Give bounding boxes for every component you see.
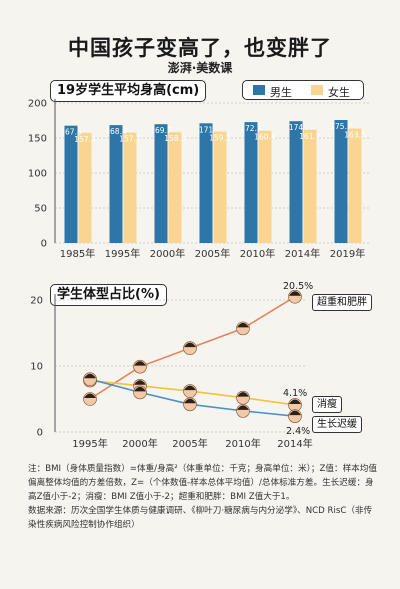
y-tick-label: 150 <box>28 134 47 145</box>
page-title: 中国孩子变高了，也变胖了 <box>68 36 332 60</box>
legend-label-male: 男生 <box>270 86 292 99</box>
bar-female <box>258 130 272 243</box>
y-tick-label: 0 <box>37 428 43 439</box>
x-tick-label: 2014年 <box>285 247 320 260</box>
notes-definition: 注：BMI（身体质量指数）=体重/身高²（体重单位：千克；身高单位：米）；Z值：… <box>28 464 377 502</box>
thin-point-hair <box>289 399 301 404</box>
bodytype-line-chart: 0 10 20 1995年 2000年 2005年 2010年 2014年 <box>30 289 313 450</box>
stunted-point-hair <box>84 373 96 379</box>
x-tick-label: 1985年 <box>60 247 95 260</box>
obese-point-hair <box>237 322 249 328</box>
bar-female-value: 161.7 <box>299 132 321 141</box>
x-tick-label: 2005年 <box>172 437 207 450</box>
x-tick-label: 2005年 <box>195 247 230 260</box>
stunted-point-hair <box>237 405 249 410</box>
x-tick-label: 2010年 <box>240 247 275 260</box>
bar-female-value: 159.1 <box>209 134 231 143</box>
bar-female <box>348 128 362 243</box>
bar-female <box>78 132 92 243</box>
stunted-point-hair <box>289 410 301 416</box>
bar-male-value: 175.7 <box>330 122 352 131</box>
bar-male <box>154 124 168 243</box>
thin-point-hair <box>134 380 146 385</box>
x-tick-label: 2014年 <box>277 437 312 450</box>
obese-series-label: 超重和肥胖 <box>312 294 372 311</box>
obese-point-hair <box>289 291 301 296</box>
bar-male-value: 167.6 <box>60 128 82 137</box>
obese-end-value: 20.5% <box>283 281 314 292</box>
stunted-point-hair <box>184 398 196 404</box>
x-tick-label: 2019年 <box>330 247 365 260</box>
x-tick-label: 2000年 <box>122 437 157 450</box>
bar-female-value: 160.4 <box>254 133 276 142</box>
y-tick-label: 100 <box>28 169 47 180</box>
thin-series-label: 消瘦 <box>312 396 342 413</box>
bar-male <box>64 125 78 243</box>
bar-male <box>244 122 258 243</box>
bar-male-value: 169.7 <box>150 126 172 135</box>
stunted-line <box>89 378 296 417</box>
x-tick-label: 1995年 <box>72 437 107 450</box>
obese-point-hair <box>84 393 96 398</box>
thin-point-hair <box>184 385 196 391</box>
bar-male <box>109 125 123 243</box>
bar-female-value: 157.7 <box>119 135 141 144</box>
notes: 注：BMI（身体质量指数）=体重/身高²（体重单位：千克；身高单位：米）；Z值：… <box>28 462 380 532</box>
x-tick-label: 2000年 <box>150 247 185 260</box>
bar-male-value: 172.7 <box>240 124 262 133</box>
bar-female-value: 163.5 <box>344 131 366 140</box>
bar-female-value: 157.4 <box>74 135 96 144</box>
notes-source: 数据来源：历次全国学生体质与健康调研、《柳叶刀·糖尿病与内分泌学》、NCD Ri… <box>28 506 373 530</box>
stunted-end-value: 2.4% <box>286 426 311 437</box>
legend-swatch-female <box>311 85 323 95</box>
y-tick-label: 50 <box>34 204 47 215</box>
bar-female <box>213 131 227 243</box>
x-tick-label: 2010年 <box>225 437 260 450</box>
obese-point-hair <box>184 342 196 348</box>
bar-male <box>334 120 348 243</box>
y-tick-label: 20 <box>30 296 43 307</box>
legend-label-female: 女生 <box>328 86 350 99</box>
bar-female <box>168 132 182 243</box>
bar-male <box>289 121 303 243</box>
brand-logo: 澎湃·美数课 <box>167 61 233 75</box>
y-tick-label: 200 <box>28 99 47 110</box>
height-chart-legend: 男生 女生 <box>242 80 364 100</box>
bodytype-chart-title: 学生体型占比(%) <box>50 284 167 306</box>
x-tick-label: 1995年 <box>105 247 140 260</box>
bar-male-value: 171 <box>199 125 214 134</box>
thin-point-hair <box>237 392 249 397</box>
bar-female-value: 158.3 <box>164 134 186 143</box>
thin-end-value: 4.1% <box>283 388 308 399</box>
bar-female <box>303 129 317 243</box>
bar-female <box>123 132 137 243</box>
stunted-point-hair <box>134 386 146 392</box>
y-tick-label: 0 <box>41 239 47 250</box>
y-tick-label: 10 <box>30 362 43 373</box>
stunted-series-label: 生长迟缓 <box>312 416 362 433</box>
height-chart-title: 19岁学生平均身高(cm) <box>50 80 207 102</box>
obese-point-hair <box>134 361 146 366</box>
bar-male-value: 168.4 <box>105 127 127 136</box>
bar-male-value: 174 <box>289 123 304 132</box>
legend-swatch-male <box>253 85 265 95</box>
bar-male <box>199 123 213 243</box>
